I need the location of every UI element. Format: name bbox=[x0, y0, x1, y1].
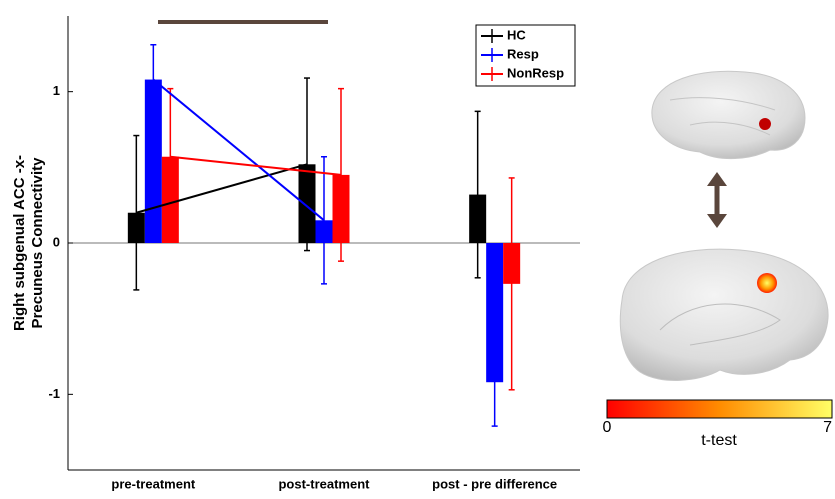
activation-spot bbox=[757, 273, 777, 293]
y-tick-label: 1 bbox=[53, 83, 60, 98]
activation-spot bbox=[759, 118, 771, 130]
page: {"chart_data": {"type": "bar", "ylabel":… bbox=[0, 0, 835, 499]
double-arrow bbox=[707, 172, 727, 228]
bar bbox=[333, 175, 350, 243]
bar bbox=[469, 195, 486, 243]
bar bbox=[316, 220, 333, 243]
figure: -1 0 1 Right subgenual ACC -x-Precuneus Con… bbox=[0, 0, 835, 494]
plot: -1 0 1 Right subgenual ACC -x-Precuneus Con… bbox=[11, 16, 580, 491]
brain-medial bbox=[620, 249, 828, 380]
bar bbox=[128, 213, 145, 243]
y-tick-label: -1 bbox=[48, 386, 60, 401]
colorbar-label: t-test bbox=[701, 432, 737, 449]
legend-label: HC bbox=[507, 27, 526, 42]
connector-line bbox=[153, 80, 324, 221]
colorbar-tick: 0 bbox=[603, 419, 612, 436]
y-tick-label: 0 bbox=[53, 234, 60, 249]
x-tick-label: pre-treatment bbox=[111, 476, 195, 491]
x-tick-label: post-treatment bbox=[278, 476, 370, 491]
y-axis-label: Right subgenual ACC -x- bbox=[11, 155, 28, 331]
bar bbox=[299, 164, 316, 243]
bar bbox=[162, 157, 179, 243]
bar bbox=[503, 243, 520, 284]
colorbar-tick: 7 bbox=[823, 419, 832, 436]
legend-label: NonResp bbox=[507, 65, 564, 80]
bar bbox=[486, 243, 503, 382]
bar bbox=[145, 80, 162, 243]
brain-lateral bbox=[652, 71, 805, 158]
colorbar bbox=[607, 400, 832, 418]
x-tick-label: post - pre difference bbox=[432, 476, 557, 491]
legend-label: Resp bbox=[507, 46, 539, 61]
y-axis-label: Precuneus Connectivity bbox=[29, 157, 46, 329]
